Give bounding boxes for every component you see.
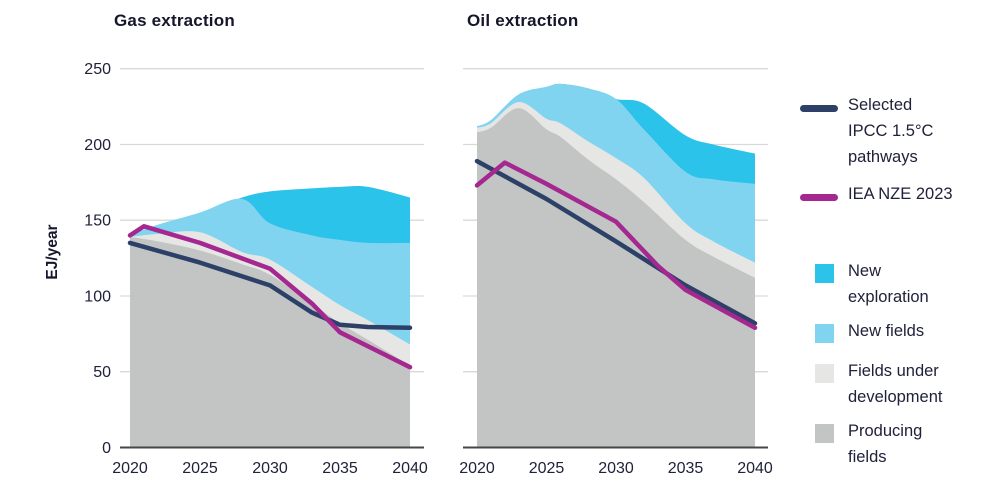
gas-x-tick-2020: 2020 <box>112 460 148 477</box>
gas-chart: 2020 2025 2030 2035 2040 <box>112 68 428 477</box>
producing-fields-swatch <box>815 424 834 443</box>
fields-under-development-swatch <box>815 364 834 383</box>
oil-area-producing-fields <box>477 108 755 448</box>
oil-chart: 2020 2025 2030 2035 2040 <box>459 68 773 477</box>
gas-area-producing-fields <box>130 236 410 448</box>
legend-label-iea: IEA NZE 2023 <box>848 185 953 203</box>
legend-item-producing-fields: Producing fields <box>800 418 954 470</box>
y-tick-0: 0 <box>102 440 111 457</box>
gas-line-ipcc <box>127 240 413 331</box>
gas-x-tick-2040: 2040 <box>392 460 428 477</box>
legend-label-new-fields: New fields <box>848 322 925 340</box>
y-tick-50: 50 <box>93 364 111 381</box>
legend-item-new-fields: New fields <box>800 318 954 344</box>
ipcc-line-swatch <box>800 105 838 112</box>
legend-item-ipcc: Selected IPCC 1.5°C pathways <box>800 92 954 170</box>
gas-x-tick-2030: 2030 <box>252 460 288 477</box>
oil-chart-title: Oil extraction <box>467 11 579 30</box>
oil-x-tick-2040: 2040 <box>737 460 773 477</box>
y-tick-250: 250 <box>84 61 111 78</box>
new-exploration-swatch <box>815 264 834 283</box>
y-tick-200: 200 <box>84 137 111 154</box>
y-axis-label: EJ/year <box>44 224 61 279</box>
gas-line-iea <box>127 224 413 370</box>
oil-x-tick-2030: 2030 <box>598 460 634 477</box>
legend-label-new-exploration: New exploration <box>848 262 929 306</box>
legend-label-ipcc: Selected IPCC 1.5°C pathways <box>848 96 934 166</box>
y-tick-100: 100 <box>84 289 111 306</box>
legend: Selected IPCC 1.5°C pathways IEA NZE 202… <box>800 0 1000 501</box>
oil-x-tick-2025: 2025 <box>529 460 565 477</box>
oil-line-ipcc <box>474 158 758 326</box>
oil-line-iea <box>474 160 758 331</box>
y-tick-150: 150 <box>84 213 111 230</box>
new-fields-swatch <box>815 324 834 343</box>
iea-line-swatch <box>800 194 838 201</box>
oil-x-tick-2020: 2020 <box>459 460 495 477</box>
legend-item-new-exploration: New exploration <box>800 258 954 310</box>
gas-chart-title: Gas extraction <box>114 11 235 30</box>
gas-x-tick-2035: 2035 <box>322 460 358 477</box>
legend-item-fields-under-development: Fields under development <box>800 358 954 410</box>
gas-x-tick-2025: 2025 <box>182 460 218 477</box>
legend-label-producing-fields: Producing fields <box>848 422 923 466</box>
legend-item-iea: IEA NZE 2023 <box>800 181 954 207</box>
legend-label-fields-under-development: Fields under development <box>848 362 943 406</box>
oil-x-tick-2035: 2035 <box>668 460 704 477</box>
